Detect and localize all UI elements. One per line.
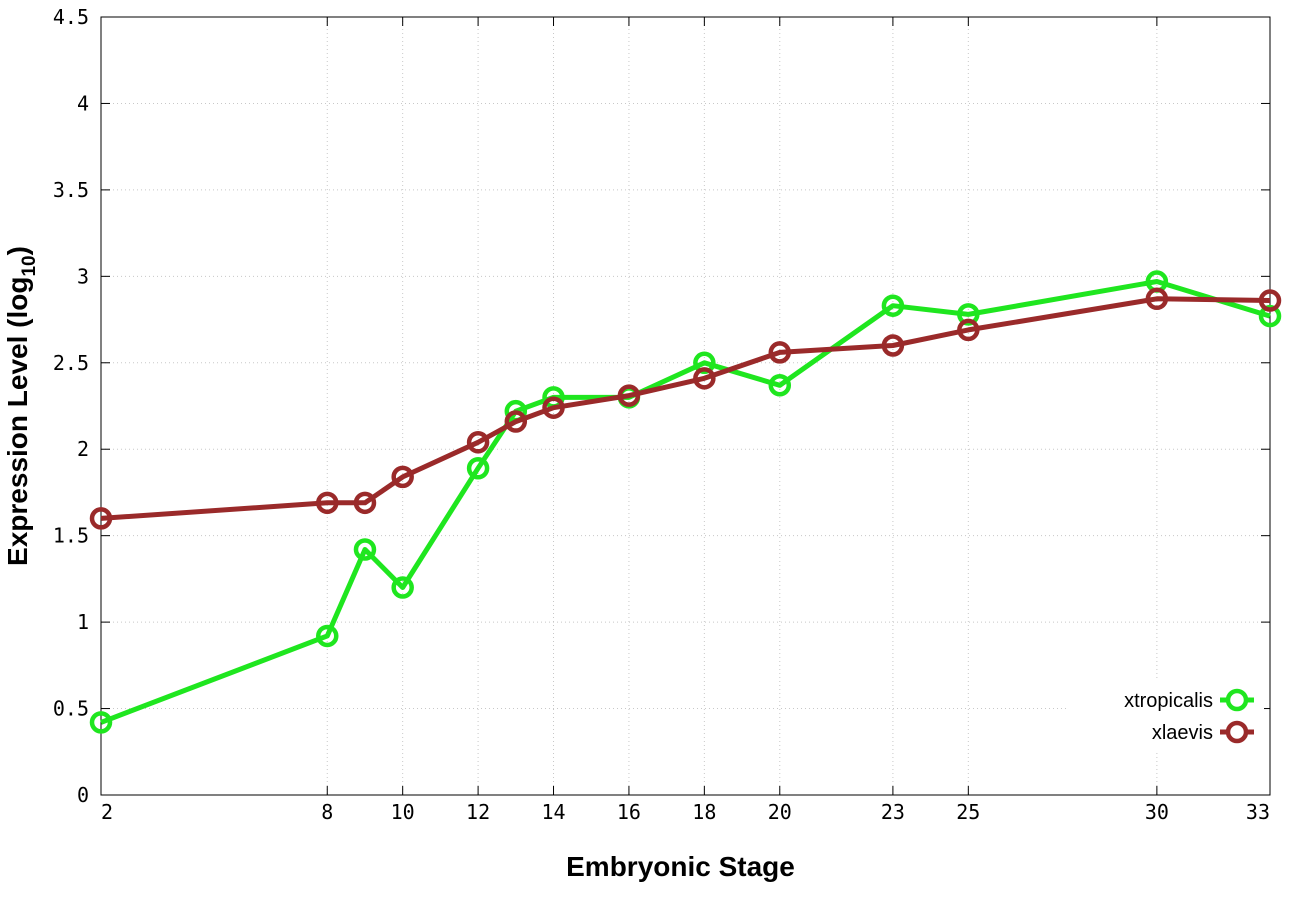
x-tick-label: 16 [617, 800, 641, 824]
legend-label: xtropicalis [1124, 690, 1213, 712]
x-tick-label: 33 [1246, 800, 1270, 824]
y-tick-label: 3 [77, 264, 89, 288]
x-tick-label: 18 [692, 800, 716, 824]
data-point [881, 294, 905, 317]
y-tick-label: 4 [77, 91, 89, 115]
data-point [957, 318, 980, 342]
y-axis: 0 0.5 1 1.5 2 2.5 3 3.5 4 4.5 [53, 5, 1270, 807]
x-tick-label: 23 [881, 800, 905, 824]
data-point [353, 491, 377, 515]
y-tick-label: 2.5 [53, 351, 89, 375]
x-tick-label: 2 [101, 800, 113, 824]
y-tick-label: 1.5 [53, 524, 89, 548]
series-xlaevis [89, 287, 1282, 530]
x-tick-label: 14 [541, 800, 565, 824]
data-point [466, 431, 490, 454]
data-point [353, 538, 377, 561]
y-tick-label: 0 [77, 783, 89, 807]
data-point [1258, 304, 1282, 328]
y-tick-label: 0.5 [53, 697, 89, 721]
data-point [693, 351, 716, 375]
x-axis: 2 8 10 12 14 16 18 20 23 25 30 33 [100, 17, 1271, 824]
data-point [89, 507, 113, 530]
x-tick-label: 8 [321, 800, 333, 824]
data-point [957, 303, 980, 326]
data-point [768, 374, 792, 397]
data-point [768, 341, 792, 364]
legend-label: xlaevis [1152, 722, 1213, 744]
data-point [1145, 287, 1169, 311]
legend-marker [1225, 688, 1249, 712]
data-point [466, 456, 490, 480]
legend-marker [1225, 720, 1249, 744]
y-tick-label: 1 [77, 610, 89, 634]
data-point [881, 334, 905, 357]
x-axis-title: Embryonic Stage [566, 851, 795, 882]
y-tick-label: 2 [77, 437, 89, 461]
data-point [542, 396, 565, 419]
legend-item-xtropicalis: xtropicalis [1124, 688, 1254, 712]
x-tick-label: 30 [1145, 800, 1169, 824]
data-point [316, 491, 339, 515]
y-axis-title-suffix: ) [2, 246, 33, 255]
y-axis-title-subscript: 10 [19, 255, 40, 276]
data-point [617, 384, 641, 407]
legend-item-xlaevis: xlaevis [1152, 720, 1254, 744]
series [89, 270, 1282, 734]
data-point [391, 465, 414, 489]
y-axis-title-main: Expression Level (log [2, 277, 33, 566]
data-point [391, 576, 414, 599]
data-point [504, 410, 528, 433]
y-tick-label: 3.5 [53, 178, 89, 202]
plot-frame [100, 16, 1271, 796]
data-point [316, 624, 339, 648]
x-tick-label: 20 [768, 800, 792, 824]
y-axis-title: Expression Level (log10) [2, 246, 40, 566]
x-tick-label: 25 [956, 800, 980, 824]
legend: xtropicalis xlaevis [1068, 679, 1264, 751]
y-tick-label: 4.5 [53, 5, 89, 29]
data-point [89, 711, 113, 734]
x-tick-label: 12 [466, 800, 490, 824]
data-point [693, 367, 716, 390]
data-point [1258, 289, 1282, 312]
x-tick-label: 10 [391, 800, 415, 824]
